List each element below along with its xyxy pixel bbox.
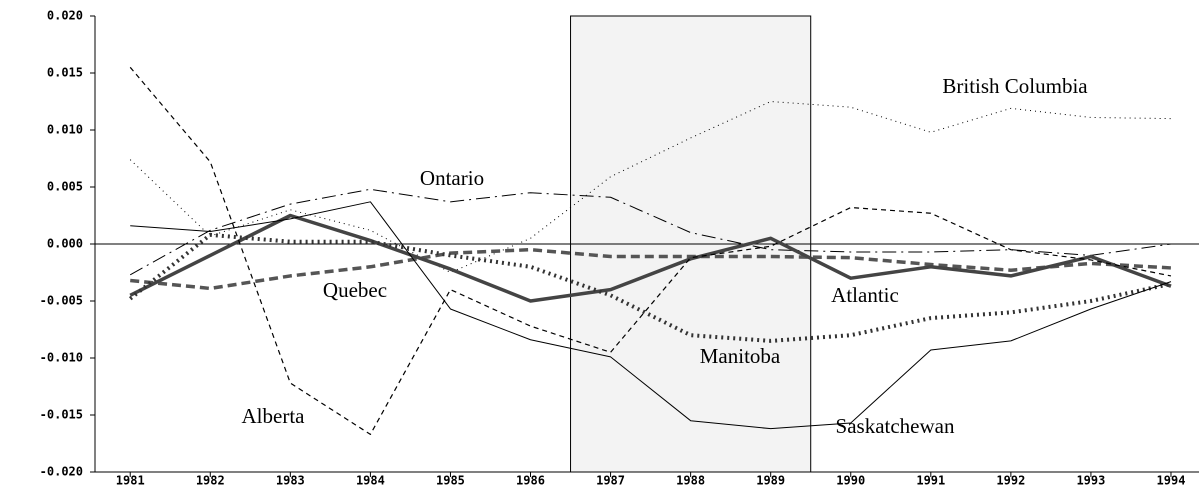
y-tick-label: -0.010 [40, 351, 83, 365]
x-tick-label: 1992 [996, 474, 1025, 488]
x-tick-label: 1985 [436, 474, 465, 488]
y-tick-label: 0.015 [47, 66, 83, 80]
series-label: British Columbia [942, 74, 1088, 98]
y-tick-label: 0.000 [47, 237, 83, 251]
series-label: Manitoba [700, 344, 781, 368]
x-tick-label: 1991 [916, 474, 945, 488]
y-tick-label: 0.010 [47, 123, 83, 137]
x-tick-label: 1988 [676, 474, 705, 488]
x-tick-label: 1994 [1157, 474, 1186, 488]
x-tick-label: 1982 [196, 474, 225, 488]
series-line [129, 188, 1172, 276]
y-tick-label: -0.005 [40, 294, 83, 308]
x-tick-label: 1981 [116, 474, 145, 488]
y-tick-label: -0.020 [40, 465, 83, 479]
x-tick-label: 1984 [356, 474, 385, 488]
series-line [130, 201, 1172, 430]
x-tick-label: 1993 [1076, 474, 1105, 488]
y-tick-label: 0.005 [47, 180, 83, 194]
series-line [130, 247, 1172, 291]
series-label: Atlantic [831, 283, 899, 307]
series-line [129, 101, 1171, 273]
x-tick-label: 1987 [596, 474, 625, 488]
y-tick-label: -0.015 [40, 408, 83, 422]
series-label: Alberta [242, 404, 306, 428]
x-tick-label: 1990 [836, 474, 865, 488]
x-tick-label: 1983 [276, 474, 305, 488]
y-tick-label: 0.020 [47, 9, 83, 23]
x-tick-label: 1989 [756, 474, 785, 488]
series-label: Saskatchewan [836, 414, 955, 438]
x-tick-label: 1986 [516, 474, 545, 488]
series-label: Ontario [420, 166, 484, 190]
series-line [129, 213, 1172, 303]
series-label: Quebec [323, 278, 387, 302]
